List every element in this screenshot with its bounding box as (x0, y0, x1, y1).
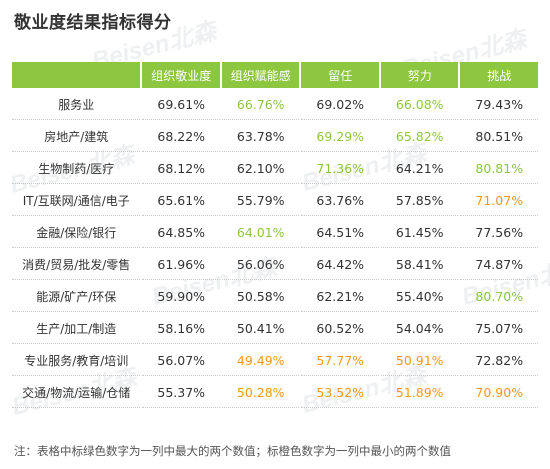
table-cell: 50.41% (221, 314, 300, 344)
table-cell: 74.87% (460, 250, 538, 280)
table-cell: 62.10% (221, 154, 300, 184)
table-row: 金融/保险/银行 64.85% 64.01% 64.51% 61.45% 77.56% (12, 218, 538, 248)
row-label: 生物制药/医疗 (12, 154, 141, 184)
row-label: 生产/加工/制造 (12, 314, 141, 344)
table-cell: 64.01% (221, 218, 300, 248)
table-cell: 55.40% (380, 282, 459, 312)
table-row: 房地产/建筑 68.22% 63.78% 69.29% 65.82% 80.51% (12, 122, 538, 152)
row-label: 服务业 (12, 90, 141, 120)
table-row: 专业服务/教育/培训 56.07% 49.49% 57.77% 50.91% 72.82% (12, 346, 538, 376)
table-header-row: 组织敬业度 组织赋能感 留任 努力 挑战 (12, 62, 538, 88)
row-label: 交通/物流/运输/仓储 (12, 378, 141, 408)
column-header: 组织敬业度 (142, 62, 220, 88)
table-cell: 66.08% (380, 90, 459, 120)
table-row: 交通/物流/运输/仓储 55.37% 50.28% 53.52% 51.89% 70.90… (12, 378, 538, 408)
table-cell: 64.51% (301, 218, 379, 248)
table-cell: 69.02% (301, 90, 379, 120)
table-cell: 75.07% (460, 314, 538, 344)
table-cell: 62.21% (301, 282, 379, 312)
table-row: 生物制药/医疗 68.12% 62.10% 71.36% 64.21% 80.81% (12, 154, 538, 184)
table-row: 服务业 69.61% 66.76% 69.02% 66.08% 79.43% (12, 90, 538, 120)
page-title: 敬业度结果指标得分 (14, 13, 172, 33)
table-cell: 64.85% (142, 218, 220, 248)
row-label: 能源/矿产/环保 (12, 282, 141, 312)
table-cell: 80.51% (460, 122, 538, 152)
table-row: IT/互联网/通信/电子 65.61% 55.79% 63.76% 57.85% 71.0… (12, 186, 538, 216)
table-cell: 69.29% (301, 122, 379, 152)
table-cell: 77.56% (460, 218, 538, 248)
table-cell: 49.49% (221, 346, 300, 376)
table-cell: 79.43% (460, 90, 538, 120)
table-cell: 71.36% (301, 154, 379, 184)
table-row: 能源/矿产/环保 59.90% 50.58% 62.21% 55.40% 80.70% (12, 282, 538, 312)
table-cell: 50.91% (380, 346, 459, 376)
table-cell: 63.78% (221, 122, 300, 152)
table-cell: 64.42% (301, 250, 379, 280)
table-cell: 69.61% (142, 90, 220, 120)
table-cell: 56.06% (221, 250, 300, 280)
table-cell: 71.07% (460, 186, 538, 216)
table-cell: 58.41% (380, 250, 459, 280)
table-cell: 57.77% (301, 346, 379, 376)
table-cell: 59.90% (142, 282, 220, 312)
table-cell: 60.52% (301, 314, 379, 344)
row-label: 专业服务/教育/培训 (12, 346, 141, 376)
table-cell: 55.79% (221, 186, 300, 216)
table-cell: 63.76% (301, 186, 379, 216)
row-label: 房地产/建筑 (12, 122, 141, 152)
table-cell: 65.61% (142, 186, 220, 216)
table-cell: 50.58% (221, 282, 300, 312)
row-label: IT/互联网/通信/电子 (12, 186, 141, 216)
table-cell: 51.89% (380, 378, 459, 408)
table-cell: 61.45% (380, 218, 459, 248)
table-cell: 70.90% (460, 378, 538, 408)
table-cell: 54.04% (380, 314, 459, 344)
table-cell: 72.82% (460, 346, 538, 376)
table-cell: 64.21% (380, 154, 459, 184)
column-header: 努力 (380, 62, 459, 88)
row-label: 金融/保险/银行 (12, 218, 141, 248)
column-header: 留任 (301, 62, 379, 88)
table-cell: 50.28% (221, 378, 300, 408)
table-row: 生产/加工/制造 58.16% 50.41% 60.52% 54.04% 75.07% (12, 314, 538, 344)
column-header: 挑战 (460, 62, 538, 88)
header-corner-cell (12, 62, 141, 88)
table-cell: 53.52% (301, 378, 379, 408)
table-cell: 56.07% (142, 346, 220, 376)
table-cell: 55.37% (142, 378, 220, 408)
table-cell: 68.22% (142, 122, 220, 152)
table-cell: 58.16% (142, 314, 220, 344)
table-cell: 66.76% (221, 90, 300, 120)
footnote: 注：表格中标绿色数字为一列中最大的两个数值；标橙色数字为一列中最小的两个数值 (14, 444, 451, 458)
table-cell: 80.81% (460, 154, 538, 184)
table-cell: 65.82% (380, 122, 459, 152)
table-row: 消费/贸易/批发/零售 61.96% 56.06% 64.42% 58.41% 74.87… (12, 250, 538, 280)
table-cell: 80.70% (460, 282, 538, 312)
engagement-score-table: 组织敬业度 组织赋能感 留任 努力 挑战 服务业 69.61% 66.76% 69.0… (10, 60, 540, 410)
column-header: 组织赋能感 (221, 62, 300, 88)
row-label: 消费/贸易/批发/零售 (12, 250, 141, 280)
table-cell: 57.85% (380, 186, 459, 216)
table-cell: 68.12% (142, 154, 220, 184)
table-cell: 61.96% (142, 250, 220, 280)
